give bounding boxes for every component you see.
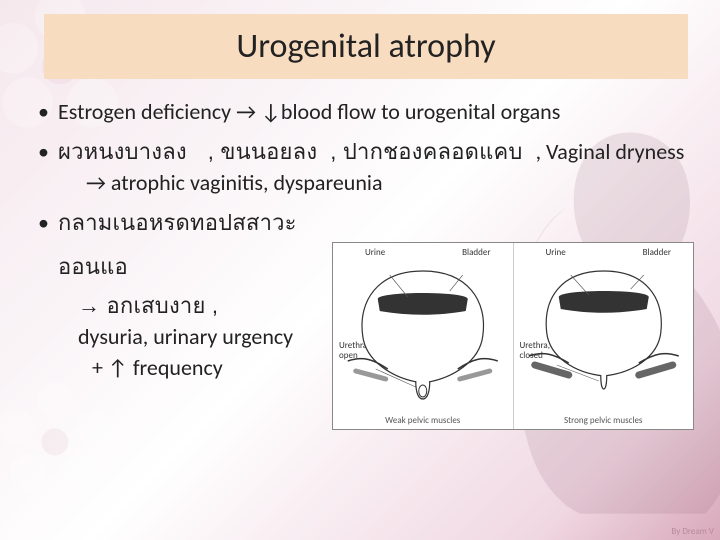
bladder-diagram-weak xyxy=(333,261,513,401)
bullet-3-l4: + ↑ frequency xyxy=(58,353,320,384)
figure-left-panel: Urine Bladder Urethra, open xyxy=(333,243,514,429)
caption-right: Strong pelvic muscles xyxy=(514,415,694,427)
bullet-1: Estrogen deficiency → ↓blood flow to uro… xyxy=(38,97,694,127)
figure-right-panel: Urine Bladder Urethra, closed xyxy=(514,243,694,429)
bullet-3-head: กลามเนอหรดทอปสสาวะ xyxy=(58,210,297,235)
bullet-2-seg2: , ขนนอยลง xyxy=(208,139,317,164)
bullet-3: กลามเนอหรดทอปสสาวะ ออนแอ → อกเสบงาย , dy… xyxy=(38,208,694,430)
bullet-2-sub: → atrophic vaginitis, dyspareunia xyxy=(58,168,694,198)
bullet-2: ผวหนงบางลง , ขนนอยลง , ปากชองคลอดแคบ , V… xyxy=(38,137,694,198)
bullet-list: Estrogen deficiency → ↓blood flow to uro… xyxy=(38,97,694,430)
bullet-2-seg4: , Vaginal dryness xyxy=(536,138,685,165)
credit-text: By Dream V xyxy=(671,526,714,537)
bullet-2-seg3: , ปากชองคลอดแคบ xyxy=(330,139,522,164)
label-urine-right: Urine xyxy=(546,247,566,259)
bottom-row: ออนแอ → อกเสบงาย , dysuria, urinary urge… xyxy=(58,242,694,430)
bullet-3-column: ออนแอ → อกเสบงาย , dysuria, urinary urge… xyxy=(58,242,320,384)
bullet-2-seg1: ผวหนงบางลง xyxy=(58,139,187,164)
bladder-diagram-strong xyxy=(514,261,694,401)
slide-content: Urogenital atrophy Estrogen deficiency →… xyxy=(0,0,720,450)
label-urine-left: Urine xyxy=(365,247,385,259)
label-bladder-right: Bladder xyxy=(643,247,671,259)
anatomy-figure: Urine Bladder Urethra, open xyxy=(332,242,694,430)
bullet-3-l2: → อกเสบงาย , xyxy=(58,291,320,322)
caption-left: Weak pelvic muscles xyxy=(333,415,513,427)
bullet-3-l3: dysuria, urinary urgency xyxy=(58,322,320,353)
label-bladder-left: Bladder xyxy=(462,247,490,259)
slide-title: Urogenital atrophy xyxy=(44,14,688,79)
bullet-1-text: Estrogen deficiency → ↓blood flow to uro… xyxy=(58,98,560,125)
bullet-3-l1: ออนแอ xyxy=(58,252,320,282)
